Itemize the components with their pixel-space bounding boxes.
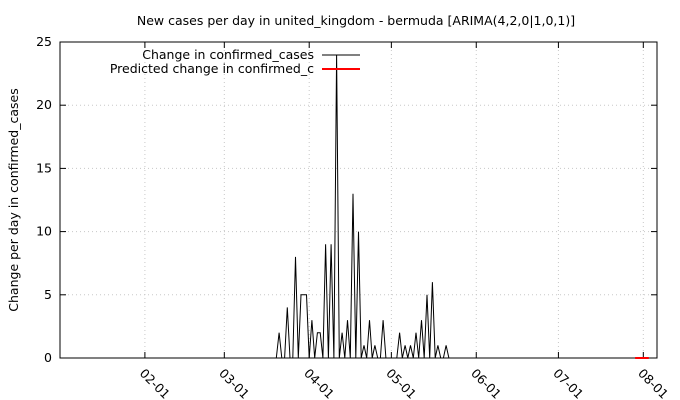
legend-label: Predicted change in confirmed_c bbox=[110, 61, 314, 76]
x-tick-label: 07-01 bbox=[550, 366, 586, 400]
series-line-confirmed-cases bbox=[60, 54, 630, 359]
x-tick-label: 03-01 bbox=[216, 366, 252, 400]
x-tick-label: 04-01 bbox=[301, 366, 337, 400]
chart-title: New cases per day in united_kingdom - be… bbox=[137, 13, 575, 28]
y-tick-label: 5 bbox=[44, 287, 52, 302]
series-layer bbox=[60, 54, 649, 359]
y-tick-label: 25 bbox=[36, 34, 52, 49]
x-tick-label: 05-01 bbox=[383, 366, 419, 400]
y-axis: 0 5 10 15 20 25 bbox=[36, 34, 657, 365]
x-tick-label: 08-01 bbox=[635, 366, 671, 400]
plot-frame bbox=[59, 41, 658, 359]
y-tick-label: 15 bbox=[36, 160, 52, 175]
x-axis: 02-01 03-01 04-01 05-01 06-01 07-01 08-01 bbox=[137, 42, 671, 400]
legend-label: Change in confirmed_cases bbox=[142, 47, 314, 62]
y-tick-label: 10 bbox=[36, 224, 52, 239]
y-axis-label: Change per day in confirmed_cases bbox=[6, 88, 21, 311]
x-tick-label: 02-01 bbox=[137, 366, 173, 400]
x-tick-label: 06-01 bbox=[468, 366, 504, 400]
y-tick-label: 0 bbox=[44, 350, 52, 365]
y-tick-label: 20 bbox=[36, 97, 52, 112]
grid bbox=[60, 42, 657, 358]
